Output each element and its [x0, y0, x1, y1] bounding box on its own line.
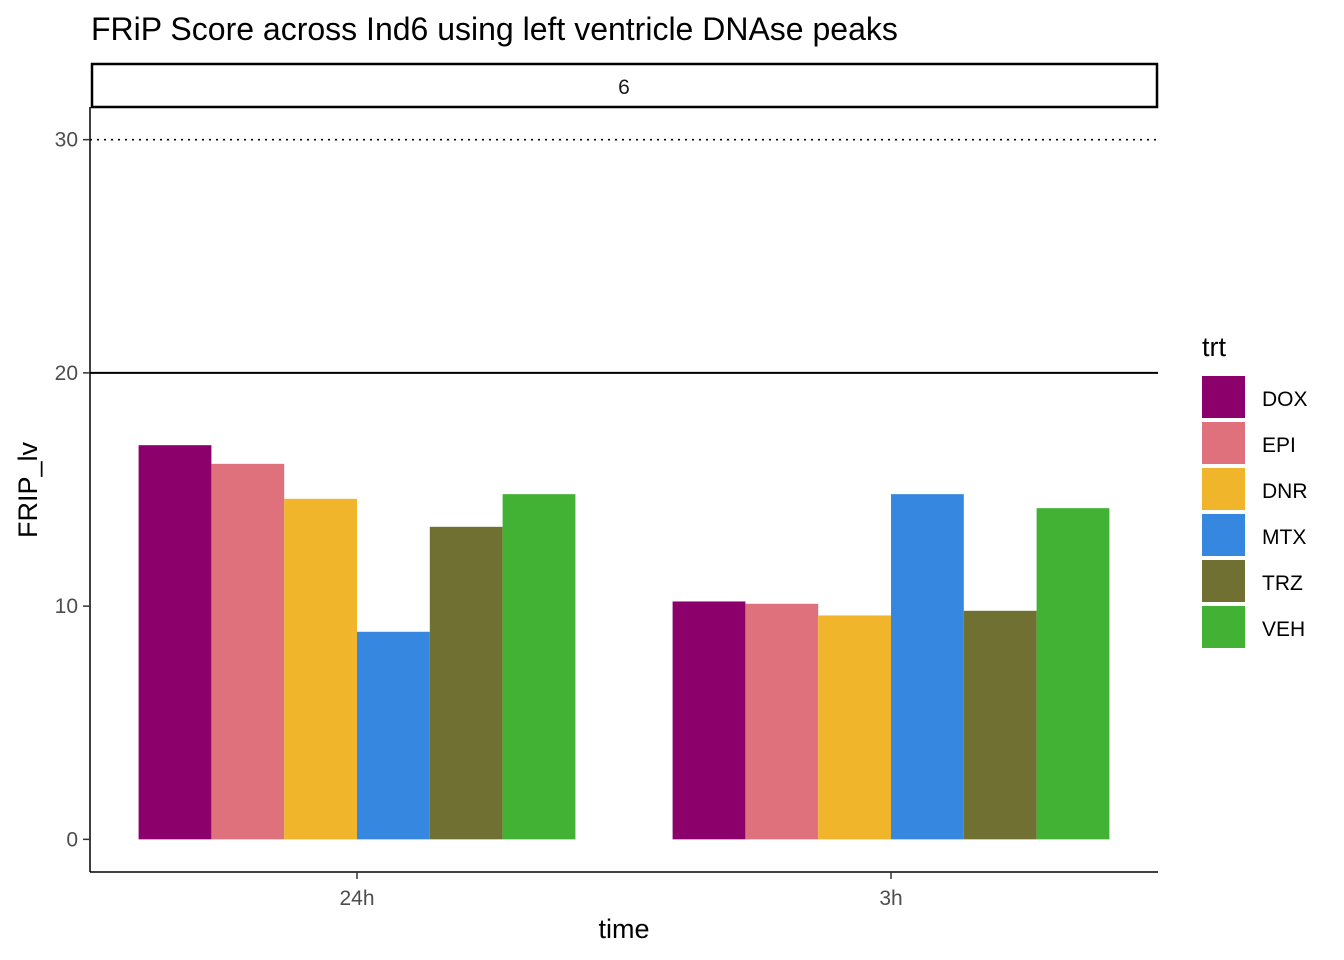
- y-tick-label-0: 0: [66, 828, 78, 851]
- legend-key-EPI: [1202, 422, 1245, 464]
- x-axis-title: time: [598, 914, 649, 944]
- reference-lines: [90, 138, 1158, 374]
- bars: [138, 445, 1110, 840]
- bar-VEH-24h: [502, 494, 576, 840]
- y-tick-label-30: 30: [55, 129, 78, 152]
- legend-label-TRZ: TRZ: [1262, 572, 1303, 595]
- bar-MTX-24h: [357, 631, 430, 840]
- bar-DOX-24h: [138, 445, 212, 840]
- legend-key-VEH: [1202, 606, 1245, 648]
- x-tick-label-24h: 24h: [339, 887, 374, 910]
- legend-key-MTX: [1202, 514, 1245, 556]
- legend-label-MTX: MTX: [1262, 526, 1306, 549]
- y-axis-title: FRIP_lv: [13, 441, 43, 538]
- bar-MTX-3h: [891, 494, 964, 840]
- bar-DOX-3h: [672, 601, 746, 840]
- chart-title: FRiP Score across Ind6 using left ventri…: [91, 11, 898, 47]
- legend-key-DOX: [1202, 376, 1245, 418]
- legend-title: trt: [1202, 332, 1226, 362]
- bar-DNR-24h: [284, 498, 357, 840]
- y-tick-label-20: 20: [55, 362, 78, 385]
- legend-key-TRZ: [1202, 560, 1245, 602]
- legend: DOX EPI DNR MTX TRZ VEH: [1202, 376, 1308, 648]
- x-tick-label-3h: 3h: [879, 887, 902, 910]
- legend-label-DOX: DOX: [1262, 388, 1308, 411]
- bar-EPI-24h: [211, 463, 285, 840]
- legend-label-EPI: EPI: [1262, 434, 1296, 457]
- bar-TRZ-3h: [963, 610, 1037, 840]
- legend-key-DNR: [1202, 468, 1245, 510]
- legend-label-DNR: DNR: [1262, 480, 1308, 503]
- legend-label-VEH: VEH: [1262, 618, 1305, 641]
- y-axis-ticks: 0 10 20 30: [55, 129, 90, 851]
- x-axis-ticks: 24h 3h: [339, 872, 903, 910]
- facet-label: 6: [618, 76, 630, 99]
- facet-strip: [90, 62, 1159, 109]
- bar-VEH-3h: [1036, 508, 1110, 840]
- bar-TRZ-24h: [429, 526, 503, 840]
- bar-EPI-3h: [745, 603, 819, 840]
- bar-DNR-3h: [818, 615, 891, 840]
- y-tick-label-10: 10: [55, 595, 78, 618]
